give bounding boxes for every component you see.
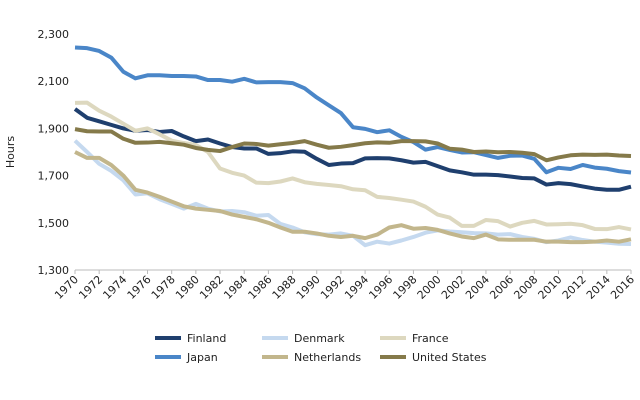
x-tick-label: 2004: [463, 273, 492, 302]
x-tick-label: 1974: [100, 273, 129, 302]
x-tick-label: 1994: [342, 273, 371, 302]
series-line: [74, 150, 632, 245]
y-tick-label: 1,900: [38, 122, 70, 135]
y-tick-label: 1,500: [38, 217, 70, 230]
legend-label: United States: [412, 351, 487, 364]
series-line: [74, 45, 632, 175]
x-tick-label: 1972: [76, 273, 105, 302]
x-tick-label: 2006: [487, 273, 516, 302]
series-line: [73, 139, 632, 248]
series-line: [74, 100, 632, 232]
x-tick-label: 2010: [536, 273, 565, 302]
y-tick-label: 2,300: [38, 28, 70, 41]
x-tick-label: 2012: [560, 273, 589, 302]
x-tick-label: 2014: [584, 273, 613, 302]
x-tick-label: 1982: [197, 273, 226, 302]
y-tick-label: 1,300: [38, 264, 70, 277]
x-tick-label: 2000: [415, 273, 444, 302]
x-tick-label: 1998: [391, 273, 420, 302]
x-tick-label: 1970: [52, 273, 81, 302]
legend-label: Netherlands: [294, 351, 361, 364]
legend-label: France: [412, 332, 449, 345]
x-tick-label: 1986: [246, 273, 275, 302]
x-tick-label: 1996: [366, 273, 395, 302]
x-tick-label: 1990: [294, 273, 323, 302]
x-tick-label: 1992: [318, 273, 347, 302]
x-tick-label: 1980: [173, 273, 202, 302]
x-tick-label: 1976: [125, 273, 154, 302]
x-tick-label: 2008: [511, 273, 540, 302]
series-line: [73, 107, 632, 192]
x-tick-label: 2016: [608, 273, 637, 302]
x-tick-label: 1984: [221, 273, 250, 302]
legend-label: Finland: [187, 332, 226, 345]
series-line: [74, 127, 632, 163]
x-tick-label: 1978: [149, 273, 178, 302]
y-tick-label: 1,700: [38, 170, 70, 183]
x-tick-label: 1988: [270, 273, 299, 302]
x-tick-label: 2002: [439, 273, 468, 302]
y-tick-label: 2,100: [38, 75, 70, 88]
legend-label: Denmark: [294, 332, 345, 345]
legend-label: Japan: [186, 351, 218, 364]
y-axis-label: Hours: [4, 136, 17, 168]
